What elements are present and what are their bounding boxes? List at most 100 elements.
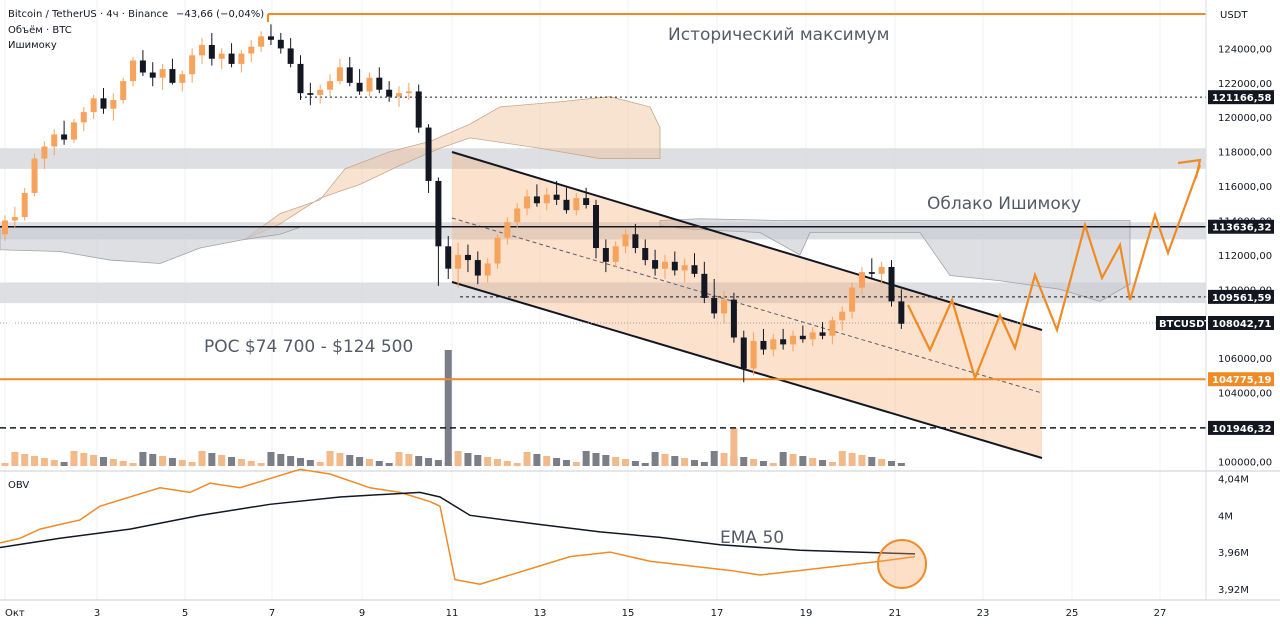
price-tick-label: 116000,00: [1218, 182, 1272, 193]
candle-body: [435, 180, 442, 247]
time-tick-label: 23: [977, 608, 990, 619]
volume-bar: [484, 457, 492, 466]
volume-bar: [395, 452, 403, 466]
price-tick-label: 118000,00: [1218, 148, 1272, 159]
obv-ticks: 4,04M 4M 3,96M 3,92M: [1218, 475, 1249, 596]
volume-bar: [297, 458, 304, 466]
volume-bar: [661, 454, 669, 466]
horizontal-levels: [0, 13, 1206, 429]
volume-bar: [897, 463, 905, 466]
volume-bar: [700, 462, 708, 466]
candle-body: [622, 234, 629, 247]
volume-bar: [513, 463, 521, 466]
price-tag-label: 108042,71: [1212, 319, 1272, 330]
candle-body: [533, 196, 540, 204]
candle-body: [445, 246, 452, 269]
volume-bar: [218, 455, 226, 466]
volume-bars: [1, 350, 905, 466]
candle-body: [839, 311, 846, 321]
volume-bar: [316, 462, 324, 466]
ath-annotation: Исторический максимум: [668, 25, 889, 45]
volume-bar: [710, 451, 718, 466]
price-tag-bg: [1208, 372, 1274, 387]
candle-body: [780, 339, 787, 345]
volume-bar: [474, 455, 482, 466]
price-tag-bg: [1208, 219, 1274, 234]
volume-bar: [21, 454, 29, 466]
symbol-tag-label: BTCUSDT: [1159, 319, 1211, 330]
volume-bar: [582, 451, 590, 466]
volume-bar: [878, 459, 886, 466]
candle-body: [730, 299, 737, 338]
candle-body: [396, 93, 402, 97]
volume-bar: [592, 453, 600, 466]
price-tick-label: 112000,00: [1218, 251, 1272, 262]
candle-body: [208, 44, 215, 59]
time-tick-label: 11: [446, 608, 459, 619]
candle-body: [169, 69, 176, 83]
volume-bar: [838, 451, 846, 466]
ichimoku-label: Ишимоку: [8, 40, 57, 51]
candle-body: [110, 100, 117, 109]
candle-body: [405, 91, 412, 94]
candle-body: [61, 134, 68, 140]
candle-body: [307, 93, 314, 95]
candle-body: [632, 234, 639, 249]
volume-bar: [671, 456, 679, 466]
candle-body: [573, 198, 580, 211]
price-tag-bg: [1208, 420, 1274, 435]
price-tag-bg: [1208, 90, 1274, 105]
time-tick-label: 27: [1154, 608, 1167, 619]
candle-body: [376, 77, 383, 90]
candle-body: [228, 53, 235, 64]
candle-body: [652, 260, 659, 269]
volume-bar: [277, 454, 285, 466]
volume-bar: [247, 461, 255, 466]
candle-body: [317, 89, 324, 95]
obv-line: [0, 468, 916, 585]
volume-bar: [533, 454, 541, 466]
candle-body: [425, 127, 432, 181]
candle-body: [494, 237, 501, 264]
candle-body: [455, 254, 462, 269]
candle-body: [41, 146, 48, 159]
volume-bar: [267, 452, 275, 466]
chevron-left-icon[interactable]: [6, 311, 20, 345]
volume-bar: [651, 452, 659, 466]
volume-bar: [188, 462, 196, 466]
candle-body: [790, 335, 796, 345]
time-tick-label: 7: [269, 608, 275, 619]
candle-body: [524, 196, 531, 209]
candle-body: [543, 194, 550, 204]
price-tag-bg: [1208, 316, 1274, 331]
time-axis: Окт 3 5 7 9 11 13 15 17 19 21 23 25 27: [5, 608, 1166, 619]
volume-bar: [425, 458, 433, 466]
volume-bar: [70, 451, 78, 466]
price-tag-label: 104775,19: [1212, 375, 1272, 386]
volume-bar: [572, 462, 580, 466]
candle-body: [267, 36, 274, 40]
volume-bar: [168, 458, 176, 466]
time-tick-label: 19: [800, 608, 813, 619]
descending-channel: [451, 151, 1043, 459]
volume-bar: [769, 463, 777, 466]
volume-bar: [80, 453, 88, 466]
candle-body: [671, 261, 678, 271]
ema-annotation: EMA 50: [720, 528, 784, 548]
price-tag-label: 109561,59: [1212, 293, 1272, 304]
candle-body: [750, 340, 757, 369]
price-tick-label: 104000,00: [1218, 389, 1272, 400]
highlight-circle: [877, 539, 927, 589]
candle-body: [346, 67, 353, 83]
candle-body: [612, 246, 619, 262]
price-change: −43,66 (−0,04%): [176, 9, 264, 20]
candle-body: [356, 82, 363, 92]
volume-bar: [208, 453, 216, 466]
candle-body: [51, 134, 58, 147]
candle-body: [711, 297, 718, 314]
volume-bar: [612, 457, 620, 466]
candle-body: [691, 265, 698, 274]
volume-bar: [306, 460, 314, 466]
obv-tick-label: 4,04M: [1218, 475, 1249, 486]
